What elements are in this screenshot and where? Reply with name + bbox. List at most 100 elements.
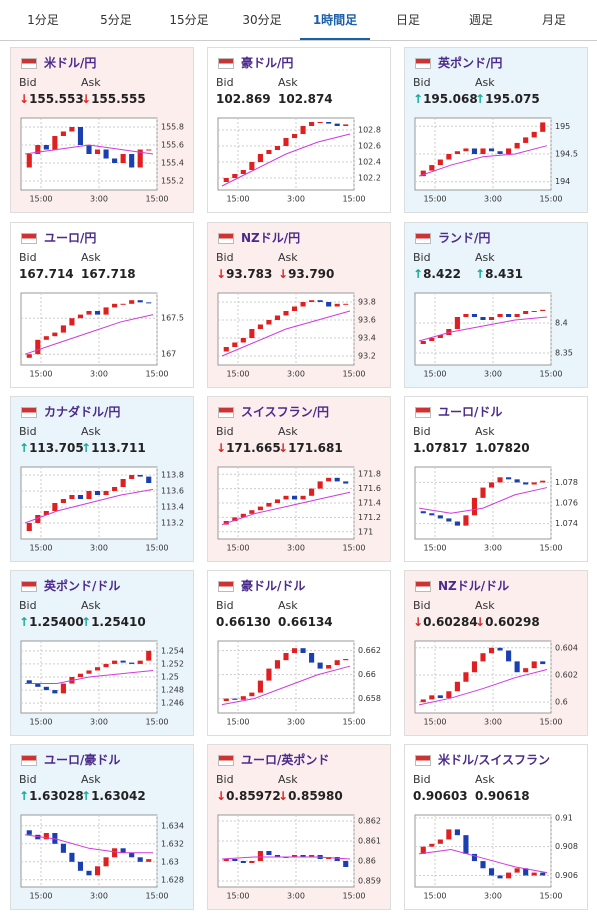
pair-name: ユーロ/豪ドル: [44, 753, 121, 767]
candle: [26, 523, 32, 531]
tab[interactable]: 日足: [395, 13, 420, 27]
candle: [43, 145, 49, 150]
x-tick-label: 3:00: [287, 370, 305, 379]
candle: [471, 661, 478, 673]
candle: [488, 868, 495, 876]
candle: [232, 698, 238, 700]
bid-label: Bid: [413, 425, 431, 438]
candle: [129, 154, 135, 168]
bid-label: Bid: [413, 76, 431, 89]
currency-card[interactable]: NZドル/ドル Bid Ask ↓0.60284 ↓0.60298 0.6 0.602 0.6…: [404, 570, 588, 736]
candle: [240, 696, 246, 700]
x-tick-label: 15:00: [226, 195, 249, 204]
candle: [523, 137, 529, 143]
candle: [240, 513, 246, 518]
currency-card[interactable]: 豪ドル/ドル Bid Ask 0.66130 0.66134 0.658 0.66 0.662…: [207, 570, 391, 736]
currency-card[interactable]: ユーロ/豪ドル Bid Ask ↑1.63028 ↑1.63042 1.628 1.63 1.…: [10, 744, 194, 910]
tab[interactable]: 15分足: [169, 13, 209, 27]
x-tick-label: 15:00: [539, 370, 562, 379]
x-tick-label: 15:00: [539, 892, 562, 901]
candle: [112, 848, 118, 858]
candle: [343, 659, 349, 661]
candle: [274, 855, 281, 857]
candle: [420, 341, 426, 344]
y-tick-label: 0.906: [555, 871, 578, 880]
candle: [343, 861, 349, 867]
currency-card[interactable]: 豪ドル/円 Bid Ask 102.869 102.874 102.2 102.4 102.6…: [207, 47, 391, 213]
candle: [69, 127, 75, 132]
candle: [274, 315, 281, 320]
currency-card[interactable]: スイスフラン/円 Bid Ask ↓171.665 ↓171.681 171 171.2 17…: [207, 396, 391, 562]
mini-chart: 113.2 113.4 113.6 113.8 15:00 3:00 15:00: [20, 466, 184, 553]
candle: [240, 170, 246, 174]
candle: [317, 481, 323, 489]
pair-name: 英ポンド/ドル: [44, 579, 121, 593]
y-tick-label: 93.8: [358, 298, 376, 307]
candle: [283, 653, 289, 661]
candle: [540, 309, 546, 311]
currency-card[interactable]: ランド/円 Bid Ask ↑8.422 ↑8.431 8.35 8.4 15:00 3:00 1…: [404, 222, 588, 388]
bid-label: Bid: [19, 599, 37, 612]
candle: [326, 665, 332, 669]
candle: [223, 347, 229, 352]
flag-icon: [218, 581, 234, 592]
candle: [334, 477, 340, 482]
currency-card[interactable]: ユーロ/円 Bid Ask 167.714 167.718 167 167.5 15:00 3:…: [10, 222, 194, 388]
y-tick-label: 0.6: [555, 698, 568, 707]
y-tick-label: 1.078: [555, 478, 578, 487]
candle: [274, 146, 281, 150]
tab[interactable]: 1時間足: [300, 0, 370, 40]
candle: [77, 127, 84, 145]
candle: [540, 661, 546, 665]
x-tick-label: 15:00: [29, 892, 52, 901]
currency-card[interactable]: 米ドル/スイスフラン Bid Ask 0.90603 0.90618 0.906 0.908…: [404, 744, 588, 910]
tab[interactable]: 30分足: [242, 13, 282, 27]
candle: [454, 151, 460, 154]
candle: [232, 517, 238, 521]
tab[interactable]: 週足: [468, 13, 493, 27]
candle: [77, 861, 84, 871]
candle: [514, 142, 520, 149]
candle: [77, 314, 84, 319]
tab[interactable]: 月足: [541, 13, 566, 27]
flag-icon: [21, 581, 37, 592]
ask-value: ↑8.431: [475, 267, 524, 281]
candle: [35, 339, 41, 355]
pair-name: 英ポンド/円: [438, 56, 503, 70]
ask-value: ↓171.681: [278, 441, 343, 455]
y-tick-label: 0.859: [358, 877, 381, 886]
mini-chart: 0.906 0.908 0.91 15:00 3:00 15:00: [414, 813, 578, 901]
x-tick-label: 15:00: [29, 195, 52, 204]
candle: [471, 853, 478, 862]
bid-label: Bid: [413, 251, 431, 264]
currency-card[interactable]: 英ポンド/円 Bid Ask ↑195.068 ↑195.075 194 194.5 195 1…: [404, 47, 588, 213]
candle: [35, 683, 41, 687]
x-tick-label: 3:00: [484, 370, 502, 379]
currency-card[interactable]: カナダドル/円 Bid Ask ↑113.705 ↑113.711 113.2 113.4 1…: [10, 396, 194, 562]
candle: [497, 314, 503, 317]
currency-card[interactable]: 米ドル/円 Bid Ask ↓155.553 ↓155.555 155.2 155.4 155…: [10, 47, 194, 213]
tab[interactable]: 1分足: [27, 13, 59, 27]
currency-card[interactable]: NZドル/円 Bid Ask ↓93.783 ↓93.790 93.2 93.4 93.6 93…: [207, 222, 391, 388]
moving-average: [24, 314, 154, 355]
candle: [506, 477, 512, 480]
candle: [531, 311, 537, 312]
x-tick-label: 15:00: [423, 544, 446, 553]
candle: [454, 317, 460, 329]
currency-card[interactable]: ユーロ/英ポンド Bid Ask ↓0.85972 ↓0.85980 0.859 0.86 0…: [207, 744, 391, 910]
candle: [137, 857, 143, 862]
candle: [291, 306, 298, 311]
candle: [52, 136, 58, 150]
candle: [120, 848, 126, 853]
x-tick-label: 15:00: [342, 892, 365, 901]
y-tick-label: 102.6: [358, 142, 381, 151]
currency-card[interactable]: 英ポンド/ドル Bid Ask ↑1.25400 ↑1.25410 1.246 1.248 1…: [10, 570, 194, 736]
candle: [531, 131, 537, 138]
tab[interactable]: 5分足: [100, 13, 132, 27]
y-tick-label: 8.35: [555, 349, 573, 358]
currency-card[interactable]: ユーロ/ドル Bid Ask 1.07817 1.07820 1.074 1.076 1.07…: [404, 396, 588, 562]
x-tick-label: 15:00: [423, 195, 446, 204]
ask-value: ↑1.63042: [81, 789, 146, 803]
y-tick-label: 113.6: [161, 487, 184, 496]
ask-value: 102.874: [278, 92, 333, 106]
